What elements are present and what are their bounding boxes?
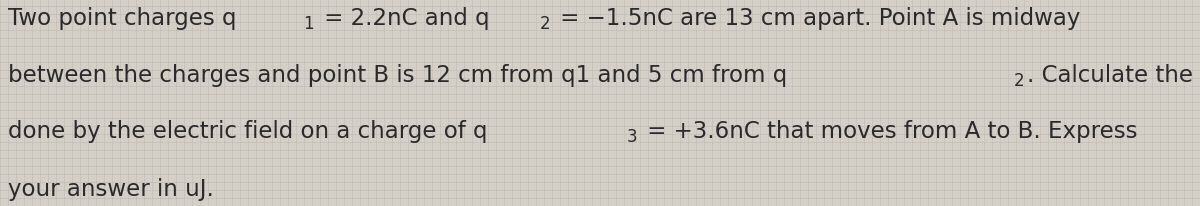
Text: . Calculate the work: . Calculate the work [1027, 64, 1200, 87]
Text: 3: 3 [626, 128, 637, 146]
Text: = 2.2nC and q: = 2.2nC and q [317, 7, 490, 30]
Text: 2: 2 [1014, 72, 1024, 90]
Text: Two point charges q: Two point charges q [8, 7, 236, 30]
Text: 1: 1 [302, 15, 313, 33]
Text: done by the electric field on a charge of q: done by the electric field on a charge o… [8, 120, 487, 143]
Text: = −1.5nC are 13 cm apart. Point A is midway: = −1.5nC are 13 cm apart. Point A is mid… [553, 7, 1080, 30]
Text: between the charges and point B is 12 cm from q1 and 5 cm from q: between the charges and point B is 12 cm… [8, 64, 787, 87]
Text: = +3.6nC that moves from A to B. Express: = +3.6nC that moves from A to B. Express [641, 120, 1138, 143]
Text: 2: 2 [539, 15, 550, 33]
Text: your answer in uJ.: your answer in uJ. [8, 178, 214, 201]
